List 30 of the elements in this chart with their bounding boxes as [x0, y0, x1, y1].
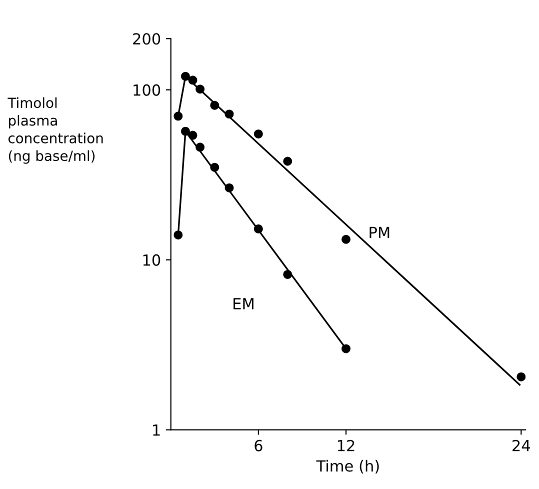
point: [188, 130, 198, 140]
text: EM: [234, 298, 254, 310]
x-axis-title: Time (h): [316, 460, 379, 474]
y-tick-label: 100: [134, 84, 160, 96]
y-tick-label: 200: [133, 33, 160, 45]
point: [196, 142, 205, 152]
point: [188, 76, 198, 85]
point: [342, 344, 351, 354]
point: [196, 84, 205, 94]
x-tick-label: 12: [338, 440, 354, 452]
point: [180, 126, 190, 136]
point: [174, 230, 183, 240]
point: [516, 372, 526, 382]
x-tick-label: 24: [512, 440, 530, 452]
point: [342, 234, 351, 244]
point: [254, 129, 263, 138]
point: [254, 224, 263, 234]
point: [210, 100, 220, 110]
point: [224, 183, 234, 192]
series-label: PM: [370, 226, 390, 238]
y-tick-label: 1: [153, 424, 160, 436]
point: [224, 110, 234, 119]
y-tick-label: 10: [143, 254, 160, 266]
point: [180, 72, 190, 81]
point: [283, 270, 292, 279]
point: [210, 162, 220, 172]
point: [283, 156, 292, 166]
x-tick-label: 6: [254, 440, 262, 452]
y-axis-title: Timolol plasma concentration (ng base/ml): [8, 97, 103, 164]
point: [174, 112, 183, 121]
